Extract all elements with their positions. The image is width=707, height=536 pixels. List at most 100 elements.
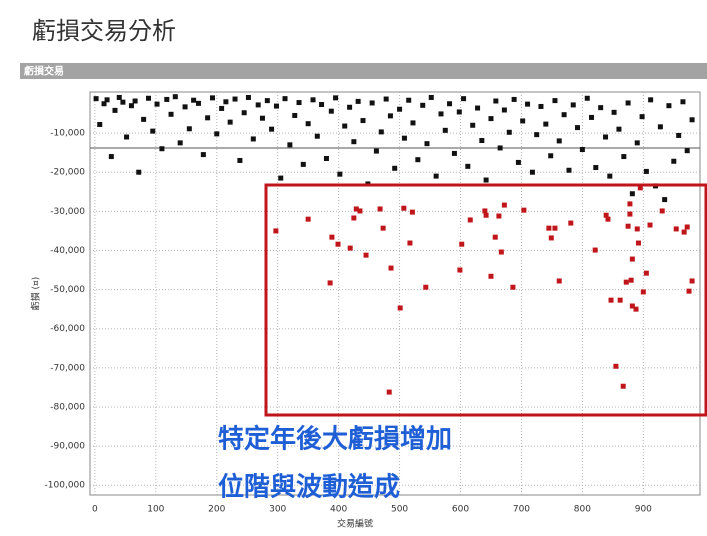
point xyxy=(232,96,238,102)
point xyxy=(461,96,467,102)
point xyxy=(479,138,485,144)
point xyxy=(347,245,353,251)
point xyxy=(146,95,152,101)
point xyxy=(511,96,517,102)
point xyxy=(406,97,412,103)
point xyxy=(132,98,138,104)
point xyxy=(492,234,498,240)
point xyxy=(214,131,220,137)
point xyxy=(625,223,631,229)
point xyxy=(292,112,298,118)
point xyxy=(616,126,622,132)
point xyxy=(423,284,429,290)
point xyxy=(410,120,416,126)
x-tick-label: 500 xyxy=(391,505,408,515)
point xyxy=(684,148,690,154)
point xyxy=(556,278,562,284)
point xyxy=(623,279,629,285)
point xyxy=(629,191,635,197)
point xyxy=(498,249,504,255)
point xyxy=(621,154,627,160)
point xyxy=(637,185,643,191)
marks xyxy=(90,92,700,495)
point xyxy=(635,240,641,246)
point xyxy=(182,104,188,110)
point xyxy=(186,126,192,132)
point xyxy=(684,224,690,230)
point xyxy=(397,106,403,112)
point xyxy=(603,212,609,218)
point xyxy=(108,154,114,160)
point xyxy=(589,114,595,120)
point xyxy=(323,156,329,162)
point xyxy=(629,303,635,309)
point xyxy=(483,177,489,183)
x-tick-label: 400 xyxy=(330,505,347,515)
y-tick-label: -10,000 xyxy=(50,129,85,139)
point xyxy=(501,107,507,113)
x-tick-label: 700 xyxy=(513,505,530,515)
point xyxy=(627,201,633,207)
y-tick-label: -70,000 xyxy=(50,363,85,373)
point xyxy=(392,165,398,171)
point xyxy=(124,134,130,140)
point xyxy=(579,147,585,153)
point xyxy=(335,241,341,247)
point xyxy=(342,123,348,129)
point xyxy=(219,105,225,111)
point xyxy=(116,94,122,100)
annotation: 特定年後大虧損增加 xyxy=(218,424,452,455)
point xyxy=(357,208,363,214)
point xyxy=(561,112,567,118)
point xyxy=(633,306,639,312)
point xyxy=(497,145,503,151)
point xyxy=(333,95,339,101)
point xyxy=(525,101,531,107)
point xyxy=(120,99,126,105)
point xyxy=(353,206,359,212)
point xyxy=(627,211,633,217)
point xyxy=(689,117,695,123)
point xyxy=(409,209,415,215)
point xyxy=(141,116,147,122)
point xyxy=(598,105,604,111)
y-tick-label: -60,000 xyxy=(50,324,85,334)
point xyxy=(592,247,598,253)
point xyxy=(424,141,430,147)
point xyxy=(387,113,393,119)
point xyxy=(305,121,311,127)
point xyxy=(415,157,421,163)
point xyxy=(296,100,302,106)
point xyxy=(200,152,206,158)
point xyxy=(451,150,457,156)
point xyxy=(488,273,494,279)
point xyxy=(191,97,197,103)
point xyxy=(223,99,229,105)
point xyxy=(401,135,407,141)
point xyxy=(613,363,619,369)
point xyxy=(634,140,640,146)
point xyxy=(566,167,572,173)
point xyxy=(377,206,383,212)
point xyxy=(459,241,465,247)
point xyxy=(611,109,617,115)
y-tick-label: -50,000 xyxy=(50,285,85,295)
point xyxy=(570,102,576,108)
point xyxy=(401,205,407,211)
point xyxy=(671,158,677,164)
point xyxy=(521,207,527,213)
y-tick-label: -40,000 xyxy=(50,246,85,256)
point xyxy=(172,94,178,100)
point xyxy=(373,148,379,154)
point xyxy=(689,278,695,284)
x-tick-label: 800 xyxy=(574,505,591,515)
point xyxy=(593,165,599,171)
point xyxy=(205,115,211,121)
point xyxy=(360,118,366,124)
point xyxy=(467,217,473,223)
point xyxy=(305,216,311,222)
panel-header xyxy=(20,63,707,79)
point xyxy=(355,98,361,104)
